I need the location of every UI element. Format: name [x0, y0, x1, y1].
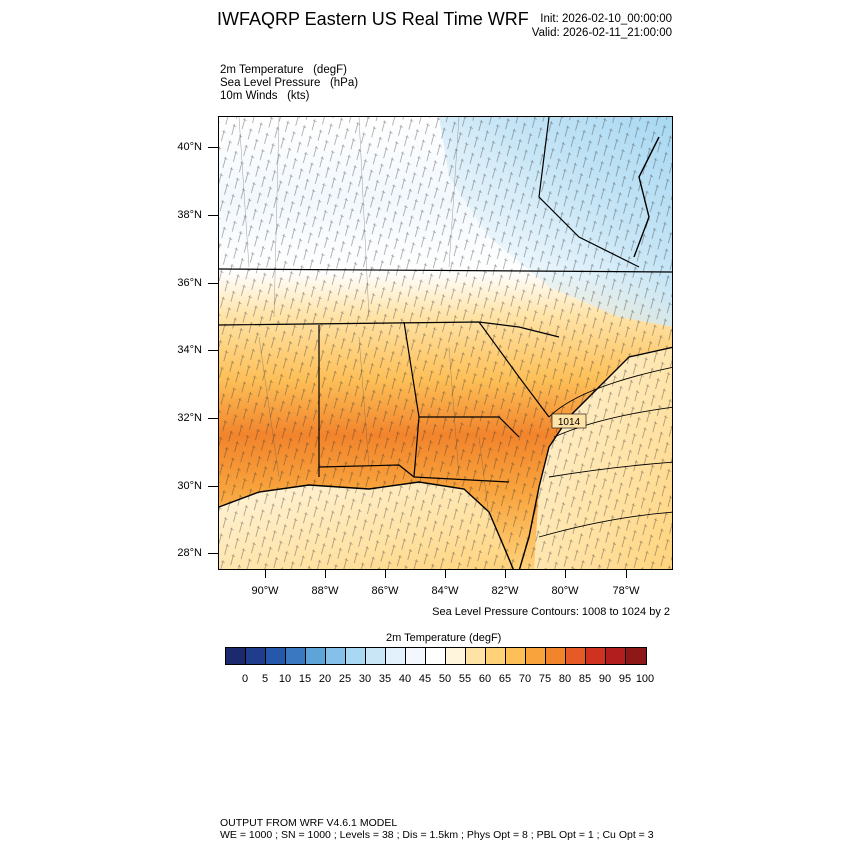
lat-label: 28°N — [177, 547, 202, 559]
colorbar-label: 35 — [378, 673, 392, 685]
colorbar-label: 5 — [261, 673, 269, 685]
lon-label: 88°W — [311, 585, 339, 597]
colorbar-swatch — [466, 648, 486, 664]
colorbar-swatch — [526, 648, 546, 664]
colorbar-label: 15 — [298, 673, 312, 685]
wind-barbs — [219, 117, 672, 569]
colorbar-title: 2m Temperature (degF) — [386, 632, 502, 644]
colorbar-label: 25 — [338, 673, 352, 685]
lat-label: 40°N — [177, 141, 202, 153]
colorbar — [225, 647, 647, 665]
footer-model-line: OUTPUT FROM WRF V4.6.1 MODEL — [220, 817, 398, 829]
colorbar-swatch — [546, 648, 566, 664]
colorbar-label: 70 — [518, 673, 532, 685]
colorbar-label: 65 — [498, 673, 512, 685]
state-boundaries — [219, 117, 672, 483]
lon-tick — [265, 570, 266, 578]
colorbar-swatch — [586, 648, 606, 664]
field-winds: 10m Winds (kts) — [220, 90, 310, 102]
colorbar-swatch — [626, 648, 646, 664]
lon-tick — [445, 570, 446, 578]
colorbar-swatch — [266, 648, 286, 664]
county-lines — [238, 117, 490, 518]
colorbar-swatch — [286, 648, 306, 664]
lat-label: 32°N — [177, 412, 202, 424]
colorbar-label: 40 — [398, 673, 412, 685]
lon-label: 78°W — [612, 585, 640, 597]
lat-tick — [208, 553, 218, 554]
lat-tick — [208, 350, 218, 351]
colorbar-label: 10 — [278, 673, 292, 685]
colorbar-label: 60 — [478, 673, 492, 685]
field-list: 2m Temperature (degF) Sea Level Pressure… — [220, 64, 358, 103]
run-times: Init: 2026-02-10_00:00:00 Valid: 2026-02… — [532, 12, 672, 40]
lon-label: 84°W — [431, 585, 459, 597]
lon-tick — [565, 570, 566, 578]
valid-time: Valid: 2026-02-11_21:00:00 — [531, 27, 672, 39]
colorbar-label: 20 — [318, 673, 332, 685]
temperature-map: 1014 — [219, 117, 672, 569]
lon-tick — [505, 570, 506, 578]
colorbar-swatch — [226, 648, 246, 664]
lat-label: 30°N — [177, 480, 202, 492]
colorbar-label: 75 — [538, 673, 552, 685]
colorbar-swatch — [606, 648, 626, 664]
colorbar-swatch — [426, 648, 446, 664]
field-pressure: Sea Level Pressure (hPa) — [220, 77, 359, 89]
lon-label: 82°W — [491, 585, 519, 597]
colorbar-swatch — [446, 648, 466, 664]
lat-tick — [208, 147, 218, 148]
pressure-contours — [538, 366, 672, 538]
model-footer: OUTPUT FROM WRF V4.6.1 MODEL WE = 1000 ;… — [220, 817, 654, 841]
colorbar-label: 55 — [458, 673, 472, 685]
coastline — [219, 136, 672, 569]
lon-label: 86°W — [371, 585, 399, 597]
colorbar-swatch — [346, 648, 366, 664]
colorbar-label: 85 — [578, 673, 592, 685]
slp-contour-note: Sea Level Pressure Contours: 1008 to 102… — [432, 606, 670, 618]
lon-tick — [325, 570, 326, 578]
colorbar-label: 90 — [598, 673, 612, 685]
plot-title: IWFAQRP Eastern US Real Time WRF — [217, 9, 529, 29]
init-time: Init: 2026-02-10_00:00:00 — [540, 13, 672, 25]
lat-tick — [208, 418, 218, 419]
colorbar-swatch — [326, 648, 346, 664]
colorbar-label: 30 — [358, 673, 372, 685]
colorbar-label: 50 — [438, 673, 452, 685]
colorbar-swatch — [406, 648, 426, 664]
colorbar-label: 100 — [635, 673, 655, 685]
colorbar-swatch — [306, 648, 326, 664]
footer-config-line: WE = 1000 ; SN = 1000 ; Levels = 38 ; Di… — [220, 829, 654, 841]
contour-label: 1014 — [558, 417, 581, 428]
lon-label: 90°W — [251, 585, 279, 597]
lon-tick — [626, 570, 627, 578]
colorbar-swatch — [486, 648, 506, 664]
colorbar-swatch — [386, 648, 406, 664]
lat-tick — [208, 486, 218, 487]
contour-label-box — [551, 413, 587, 429]
colorbar-swatch — [246, 648, 266, 664]
lat-tick — [208, 283, 218, 284]
colorbar-label: 95 — [618, 673, 632, 685]
lat-label: 34°N — [177, 344, 202, 356]
lat-tick — [208, 215, 218, 216]
colorbar-swatch — [566, 648, 586, 664]
lon-tick — [385, 570, 386, 578]
colorbar-label: 45 — [418, 673, 432, 685]
colorbar-swatch — [506, 648, 526, 664]
colorbar-swatch — [366, 648, 386, 664]
colorbar-label: 0 — [241, 673, 249, 685]
lat-label: 36°N — [177, 277, 202, 289]
field-temperature: 2m Temperature (degF) — [220, 64, 347, 76]
colorbar-label: 80 — [558, 673, 572, 685]
lon-label: 80°W — [551, 585, 579, 597]
map-panel: 1014 — [218, 116, 673, 570]
lat-label: 38°N — [177, 209, 202, 221]
